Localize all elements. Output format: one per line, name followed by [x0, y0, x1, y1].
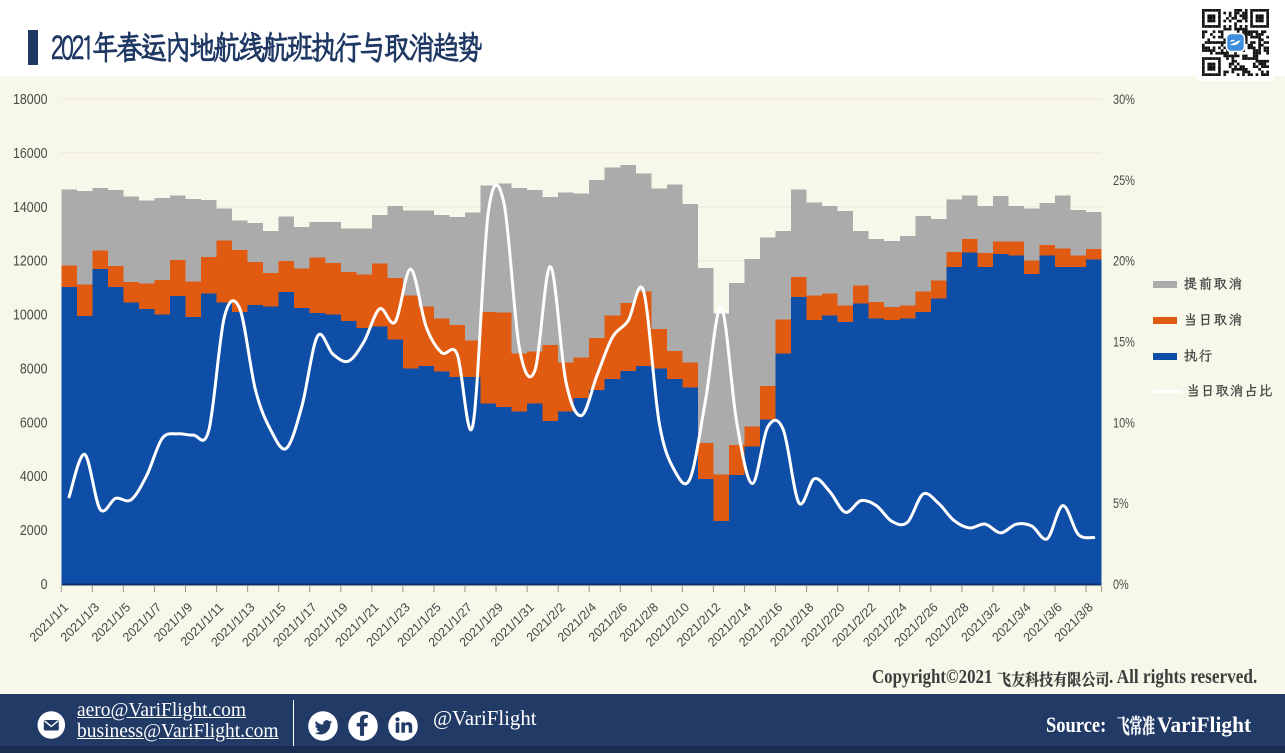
- svg-text:10000: 10000: [13, 308, 48, 324]
- svg-text:14000: 14000: [13, 200, 48, 216]
- svg-text:0: 0: [41, 577, 48, 593]
- svg-text:12000: 12000: [13, 254, 48, 270]
- svg-text:8000: 8000: [20, 361, 48, 377]
- svg-text:5%: 5%: [1113, 495, 1129, 511]
- svg-text:16000: 16000: [13, 146, 48, 162]
- svg-text:18000: 18000: [13, 92, 48, 108]
- svg-text:10%: 10%: [1113, 414, 1135, 430]
- svg-text:20%: 20%: [1113, 253, 1135, 269]
- svg-text:6000: 6000: [20, 415, 48, 431]
- svg-text:0%: 0%: [1113, 576, 1129, 592]
- svg-text:4000: 4000: [20, 469, 48, 485]
- svg-text:15%: 15%: [1113, 334, 1135, 350]
- svg-text:25%: 25%: [1113, 172, 1135, 188]
- svg-text:2000: 2000: [20, 523, 48, 539]
- svg-text:30%: 30%: [1113, 91, 1135, 107]
